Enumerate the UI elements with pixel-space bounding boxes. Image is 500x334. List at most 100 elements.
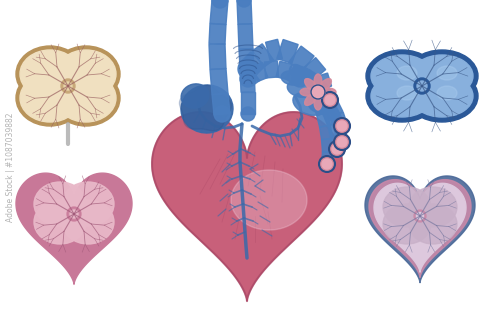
Ellipse shape xyxy=(56,74,116,122)
Polygon shape xyxy=(244,67,260,86)
Polygon shape xyxy=(302,71,318,87)
Polygon shape xyxy=(209,24,226,44)
Ellipse shape xyxy=(366,50,438,102)
Polygon shape xyxy=(316,113,330,127)
Circle shape xyxy=(240,71,256,87)
Polygon shape xyxy=(312,91,326,105)
Circle shape xyxy=(237,0,251,7)
Polygon shape xyxy=(334,128,347,143)
Circle shape xyxy=(310,89,322,100)
Ellipse shape xyxy=(406,50,478,102)
Circle shape xyxy=(290,64,300,75)
Ellipse shape xyxy=(300,88,316,96)
Ellipse shape xyxy=(314,74,322,90)
Polygon shape xyxy=(330,114,345,131)
Polygon shape xyxy=(333,112,347,128)
Ellipse shape xyxy=(383,187,431,227)
Ellipse shape xyxy=(397,66,417,80)
Polygon shape xyxy=(311,76,327,93)
Ellipse shape xyxy=(62,182,114,226)
Ellipse shape xyxy=(16,70,84,126)
Text: Adobe Stock | #1087039882: Adobe Stock | #1087039882 xyxy=(6,112,15,222)
Polygon shape xyxy=(308,86,332,105)
Ellipse shape xyxy=(371,55,433,97)
Polygon shape xyxy=(330,136,342,149)
Polygon shape xyxy=(316,91,332,108)
Polygon shape xyxy=(237,0,252,24)
Polygon shape xyxy=(311,78,328,95)
Polygon shape xyxy=(210,68,228,95)
Ellipse shape xyxy=(411,75,473,117)
Circle shape xyxy=(238,59,258,79)
Circle shape xyxy=(337,121,347,131)
Ellipse shape xyxy=(371,75,433,117)
Polygon shape xyxy=(16,173,132,284)
Circle shape xyxy=(325,95,335,105)
Polygon shape xyxy=(180,85,232,131)
Ellipse shape xyxy=(437,66,457,80)
Polygon shape xyxy=(374,183,466,272)
Circle shape xyxy=(292,71,308,87)
Polygon shape xyxy=(323,110,338,126)
Ellipse shape xyxy=(62,200,114,244)
Polygon shape xyxy=(252,44,274,67)
Circle shape xyxy=(334,134,350,150)
Polygon shape xyxy=(318,86,334,103)
Ellipse shape xyxy=(417,81,427,91)
Circle shape xyxy=(324,95,336,106)
Ellipse shape xyxy=(397,86,417,100)
Circle shape xyxy=(336,137,347,148)
Circle shape xyxy=(332,144,342,155)
Ellipse shape xyxy=(409,204,457,244)
Polygon shape xyxy=(152,112,342,301)
Ellipse shape xyxy=(20,74,80,122)
Ellipse shape xyxy=(181,85,233,133)
Polygon shape xyxy=(322,152,334,164)
Circle shape xyxy=(319,156,335,172)
Circle shape xyxy=(334,118,350,134)
Polygon shape xyxy=(239,49,254,69)
Polygon shape xyxy=(286,65,304,86)
Ellipse shape xyxy=(70,210,78,218)
Polygon shape xyxy=(231,170,307,230)
Ellipse shape xyxy=(437,86,457,100)
Polygon shape xyxy=(328,123,342,137)
Ellipse shape xyxy=(320,88,336,96)
Ellipse shape xyxy=(414,78,430,94)
Polygon shape xyxy=(303,69,318,85)
Ellipse shape xyxy=(281,71,303,85)
Ellipse shape xyxy=(34,182,86,226)
Ellipse shape xyxy=(318,78,332,91)
Ellipse shape xyxy=(288,80,312,98)
Circle shape xyxy=(322,92,338,108)
Polygon shape xyxy=(252,62,268,81)
Polygon shape xyxy=(308,82,324,98)
Circle shape xyxy=(322,159,332,169)
Circle shape xyxy=(312,97,324,108)
Ellipse shape xyxy=(181,84,209,108)
Ellipse shape xyxy=(16,46,84,102)
Polygon shape xyxy=(320,88,336,105)
Ellipse shape xyxy=(52,46,120,102)
Ellipse shape xyxy=(366,70,438,122)
Circle shape xyxy=(332,144,342,154)
Ellipse shape xyxy=(409,187,457,227)
Ellipse shape xyxy=(411,55,473,97)
Circle shape xyxy=(322,159,332,169)
Polygon shape xyxy=(276,61,292,80)
Polygon shape xyxy=(240,69,255,92)
Polygon shape xyxy=(327,100,343,117)
Ellipse shape xyxy=(406,70,478,122)
Polygon shape xyxy=(266,39,282,62)
Polygon shape xyxy=(300,57,326,82)
Polygon shape xyxy=(241,92,255,114)
Circle shape xyxy=(212,0,228,8)
Circle shape xyxy=(329,141,345,157)
Circle shape xyxy=(336,121,347,132)
Circle shape xyxy=(241,107,255,121)
Circle shape xyxy=(337,137,347,147)
Polygon shape xyxy=(365,176,475,283)
Polygon shape xyxy=(322,139,334,152)
Ellipse shape xyxy=(56,50,116,98)
Polygon shape xyxy=(209,44,226,69)
